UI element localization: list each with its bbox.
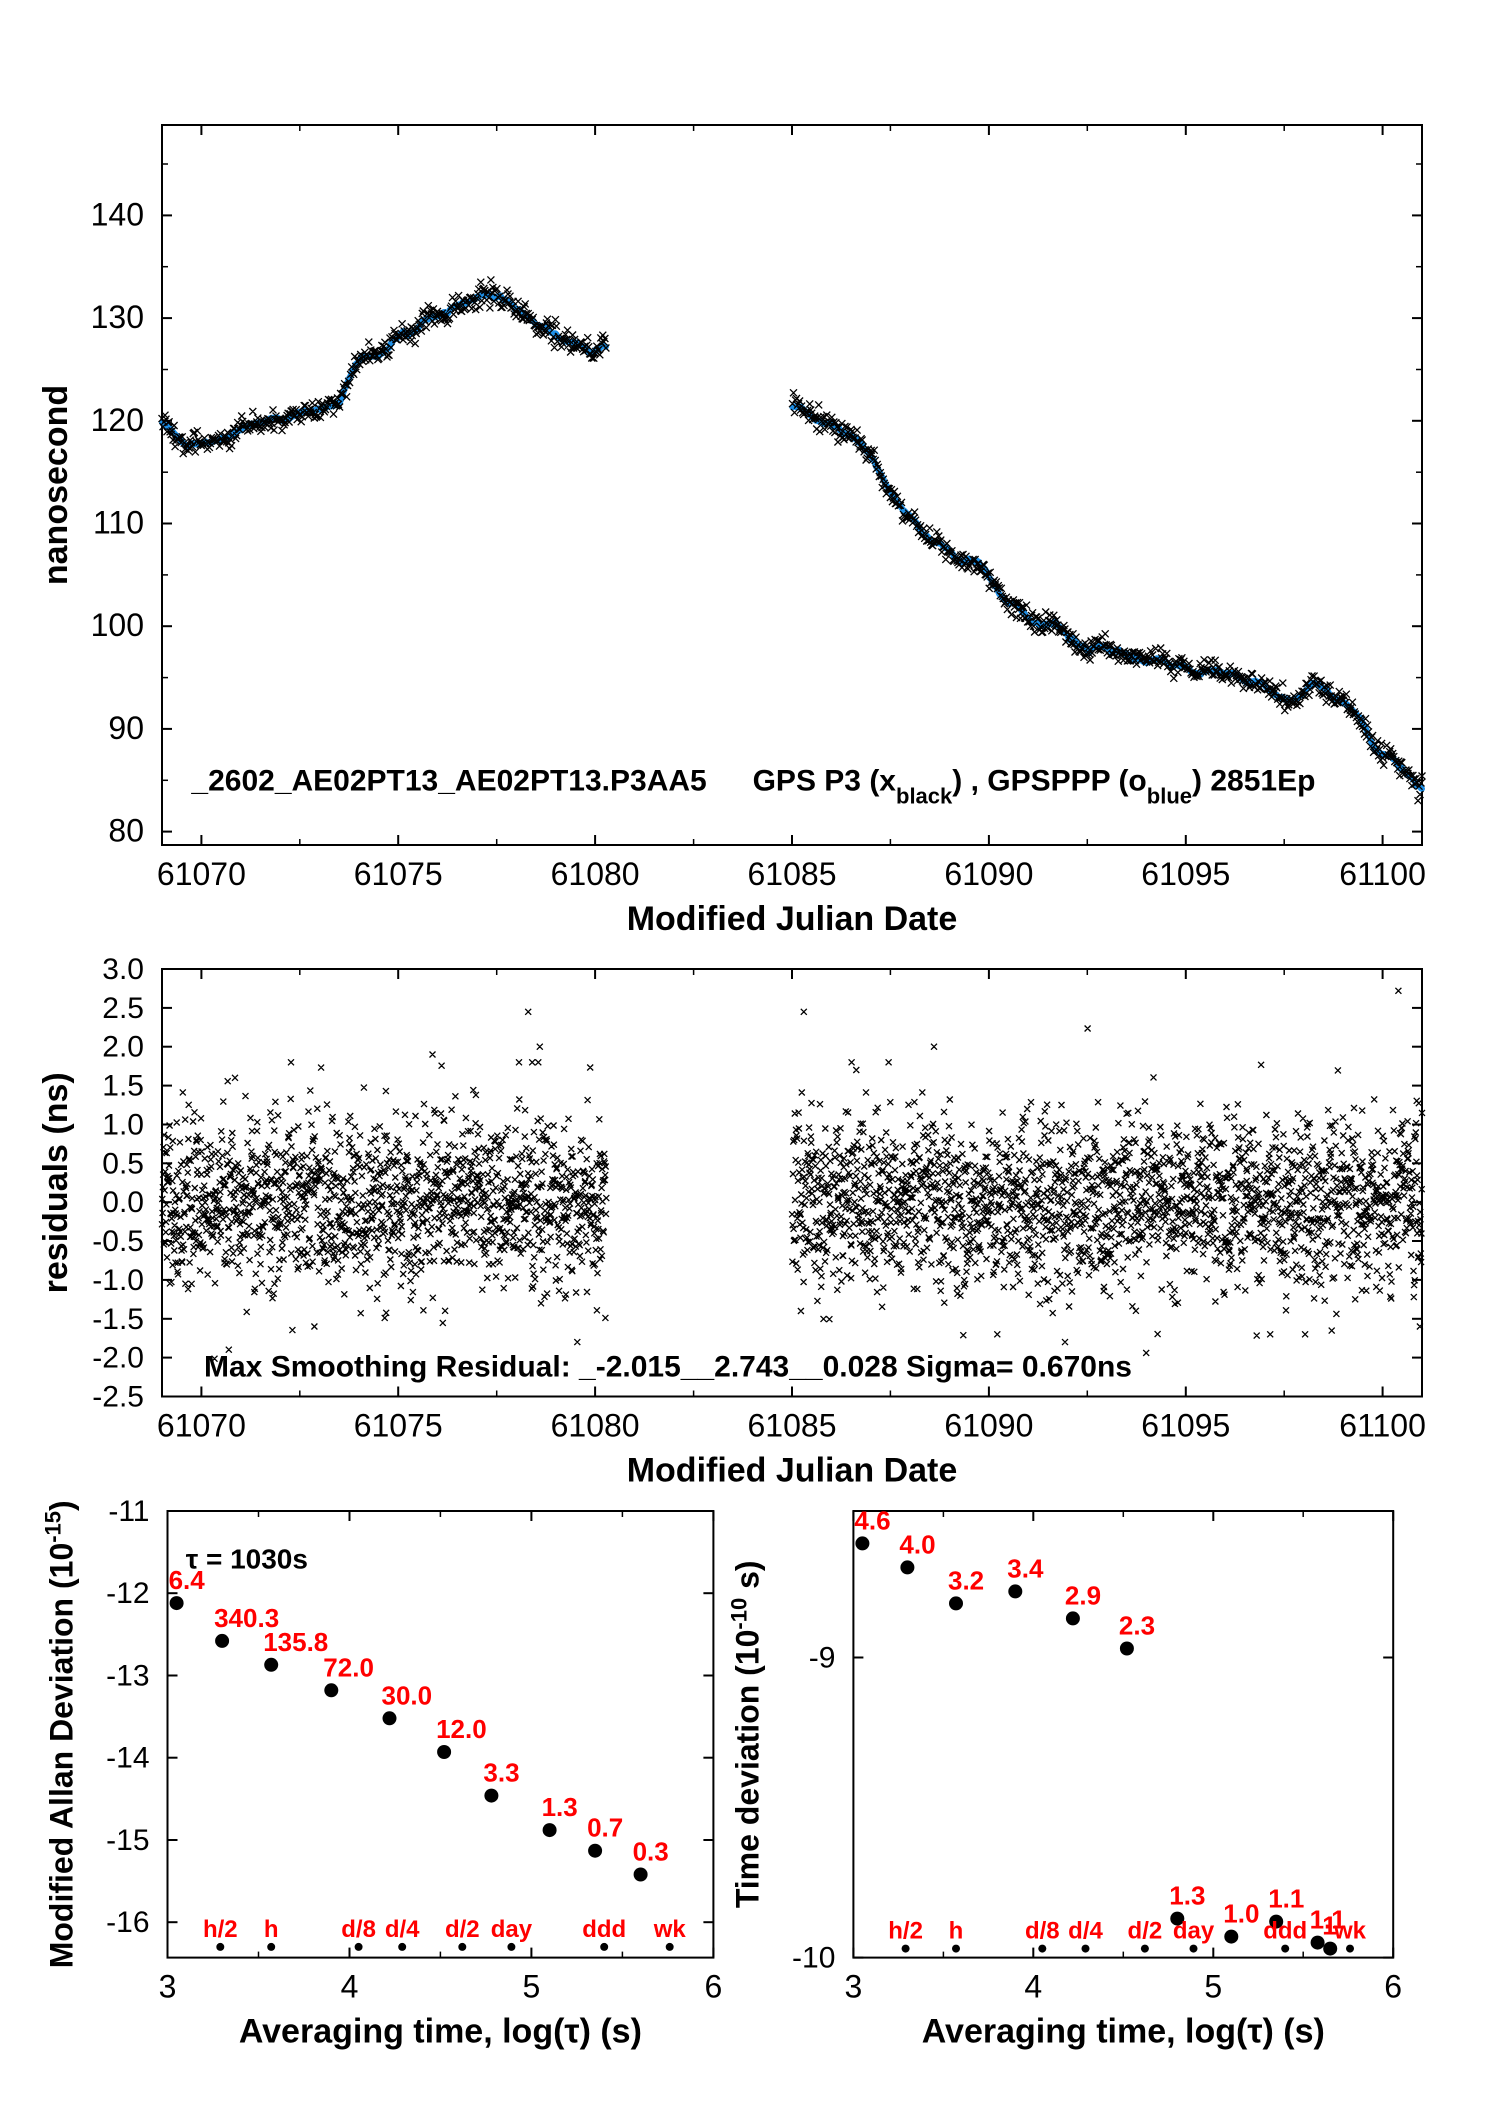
svg-text:-15: -15 <box>106 1824 149 1857</box>
svg-text:6: 6 <box>705 1969 723 2005</box>
svg-text:1.0: 1.0 <box>102 1109 144 1142</box>
svg-text:3: 3 <box>159 1969 177 2005</box>
svg-text:61100: 61100 <box>1339 856 1426 892</box>
svg-text:h: h <box>264 1916 279 1943</box>
svg-text:1.3: 1.3 <box>1169 1881 1205 1911</box>
svg-text:1.1: 1.1 <box>1268 1884 1304 1914</box>
svg-text:-2.5: -2.5 <box>92 1381 144 1414</box>
svg-text:140: 140 <box>91 196 144 232</box>
svg-text:0.0: 0.0 <box>102 1186 144 1219</box>
svg-text:80: 80 <box>108 813 144 849</box>
svg-text:61100: 61100 <box>1339 1408 1426 1444</box>
svg-text:61080: 61080 <box>551 1408 640 1444</box>
svg-text:Modified Julian Date: Modified Julian Date <box>627 1452 958 1490</box>
svg-text:4.6: 4.6 <box>854 1505 890 1535</box>
svg-text:2.5: 2.5 <box>102 992 144 1025</box>
svg-text:1.5: 1.5 <box>102 1070 144 1103</box>
svg-text:61085: 61085 <box>748 856 837 892</box>
svg-text:110: 110 <box>93 505 144 541</box>
svg-text:61070: 61070 <box>157 856 246 892</box>
svg-text:30.0: 30.0 <box>382 1680 433 1710</box>
svg-text:2.3: 2.3 <box>1119 1611 1155 1641</box>
svg-text:day: day <box>491 1916 533 1943</box>
svg-text:0.3: 0.3 <box>633 1837 669 1867</box>
svg-text:residuals (ns): residuals (ns) <box>37 1072 75 1293</box>
svg-text:Max Smoothing Residual: _-2.01: Max Smoothing Residual: _-2.015__2.743__… <box>204 1350 1132 1383</box>
svg-text:h/2: h/2 <box>203 1916 238 1943</box>
svg-text:-16: -16 <box>106 1906 149 1939</box>
svg-text:ddd: ddd <box>1263 1918 1307 1945</box>
svg-text:-13: -13 <box>106 1660 149 1693</box>
svg-text:-12: -12 <box>106 1577 149 1610</box>
svg-text:3.2: 3.2 <box>948 1565 984 1595</box>
svg-text:0.7: 0.7 <box>587 1813 623 1843</box>
svg-text:h/2: h/2 <box>888 1918 923 1945</box>
svg-text:wk: wk <box>653 1916 687 1943</box>
svg-text:6.4: 6.4 <box>169 1565 206 1595</box>
svg-text:4: 4 <box>341 1969 359 2005</box>
svg-text:-11: -11 <box>108 1495 149 1528</box>
svg-text:-1.0: -1.0 <box>92 1264 144 1297</box>
svg-text:-14: -14 <box>106 1742 149 1775</box>
svg-text:ddd: ddd <box>582 1916 626 1943</box>
svg-text:61075: 61075 <box>354 1408 443 1444</box>
svg-text:d/2: d/2 <box>445 1916 480 1943</box>
svg-text:61090: 61090 <box>944 856 1033 892</box>
svg-text:61070: 61070 <box>157 1408 246 1444</box>
svg-text:0.5: 0.5 <box>102 1147 144 1180</box>
svg-text:nanosecond: nanosecond <box>37 385 75 585</box>
svg-text:day: day <box>1173 1918 1215 1945</box>
svg-text:Averaging time, log(τ) (s): Averaging time, log(τ) (s) <box>239 2013 642 2051</box>
svg-text:d/4: d/4 <box>385 1916 420 1943</box>
svg-text:4: 4 <box>1024 1969 1042 2005</box>
svg-text:-10: -10 <box>792 1942 835 1975</box>
svg-text:2.9: 2.9 <box>1065 1580 1101 1610</box>
svg-text:d/4: d/4 <box>1068 1918 1103 1945</box>
svg-text:-9: -9 <box>809 1642 836 1675</box>
svg-text:5: 5 <box>523 1969 541 2005</box>
svg-text:4.0: 4.0 <box>899 1529 935 1559</box>
svg-text:90: 90 <box>108 710 144 746</box>
svg-text:3.3: 3.3 <box>483 1758 519 1788</box>
svg-text:61085: 61085 <box>748 1408 837 1444</box>
svg-text:-1.5: -1.5 <box>92 1303 144 1336</box>
svg-text:61095: 61095 <box>1141 856 1230 892</box>
svg-text:d/8: d/8 <box>341 1916 376 1943</box>
svg-text:wk: wk <box>1333 1918 1367 1945</box>
svg-text:3: 3 <box>845 1969 863 2005</box>
svg-text:3.0: 3.0 <box>102 953 144 986</box>
svg-text:72.0: 72.0 <box>323 1652 374 1682</box>
svg-text:2.0: 2.0 <box>102 1031 144 1064</box>
svg-text:d/2: d/2 <box>1128 1918 1163 1945</box>
svg-text:100: 100 <box>91 607 144 643</box>
svg-text:61090: 61090 <box>944 1408 1033 1444</box>
svg-text:_2602_AE02PT13_AE02PT13.P3AA5: _2602_AE02PT13_AE02PT13.P3AA5 <box>190 765 706 798</box>
svg-text:Averaging time, log(τ) (s): Averaging time, log(τ) (s) <box>922 2013 1325 2051</box>
svg-text:1.3: 1.3 <box>542 1792 578 1822</box>
svg-text:5: 5 <box>1204 1969 1222 2005</box>
svg-text:3.4: 3.4 <box>1007 1553 1044 1583</box>
svg-text:120: 120 <box>91 402 144 438</box>
svg-text:1.0: 1.0 <box>1223 1899 1259 1929</box>
svg-text:-2.0: -2.0 <box>92 1342 144 1375</box>
svg-text:6: 6 <box>1384 1969 1402 2005</box>
svg-text:h: h <box>949 1918 964 1945</box>
svg-text:Modified Julian Date: Modified Julian Date <box>627 900 958 938</box>
svg-text:61080: 61080 <box>551 856 640 892</box>
svg-text:12.0: 12.0 <box>436 1714 487 1744</box>
svg-text:135.8: 135.8 <box>263 1627 328 1657</box>
svg-text:61095: 61095 <box>1141 1408 1230 1444</box>
svg-text:d/8: d/8 <box>1025 1918 1060 1945</box>
svg-text:-0.5: -0.5 <box>92 1225 144 1258</box>
svg-text:Modified Allan Deviation (10-1: Modified Allan Deviation (10-15) <box>40 1500 80 1968</box>
svg-text:61075: 61075 <box>354 856 443 892</box>
svg-text:130: 130 <box>91 299 144 335</box>
